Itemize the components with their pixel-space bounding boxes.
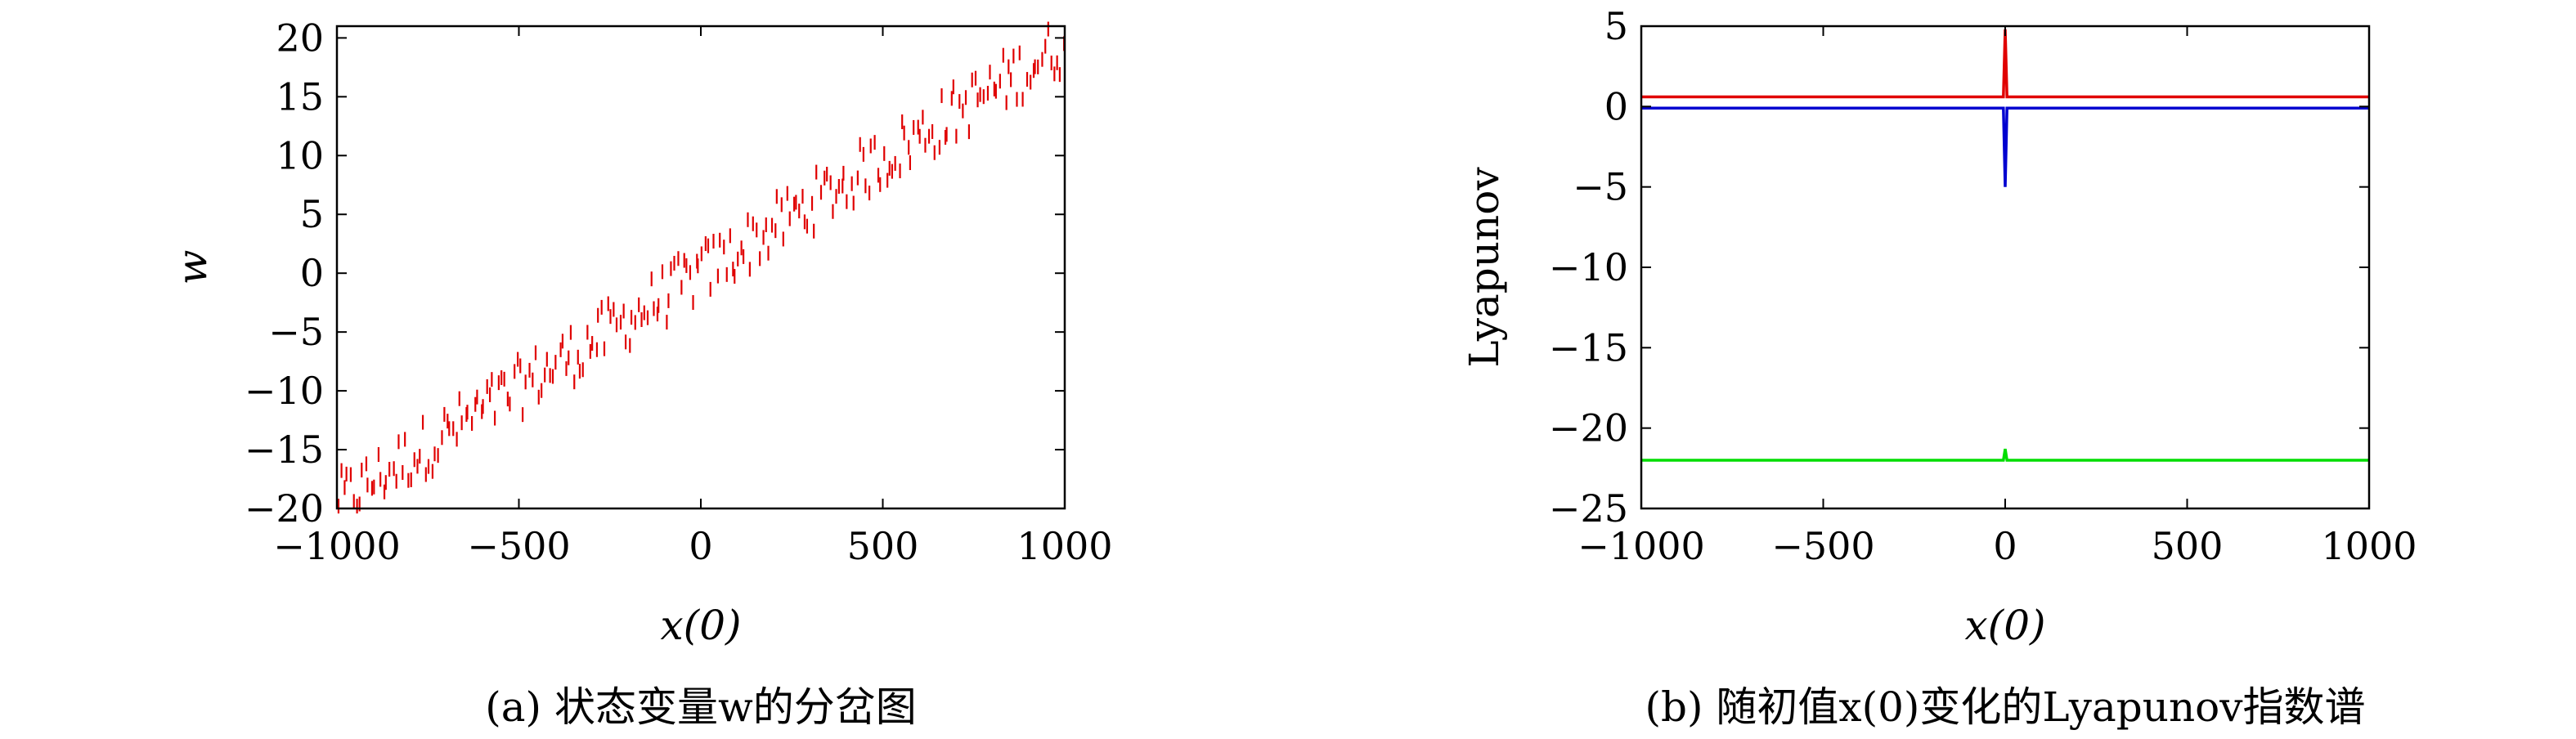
chart-b-xtick-label: 1000 [2321, 524, 2417, 568]
chart-b-xtick-label: 0 [1993, 524, 2017, 568]
chart-b-series-line [1641, 106, 2369, 187]
chart-b-y-axis: 5 0 −5 −10 −15 −20 −25 [1549, 4, 2369, 531]
chart-a-ytick-label: −15 [245, 428, 324, 472]
chart-b-caption: (b) 随初值x(0)变化的Lyapunov指数谱 [1645, 683, 2365, 731]
chart-a-xtick-label: 500 [847, 524, 919, 568]
chart-b-xlabel: x(0) [1964, 602, 2045, 649]
chart-b-series-line [1641, 29, 2369, 99]
chart-b-plot-area [1641, 29, 2369, 462]
chart-a-y-axis: −20 −15 −10 −5 0 5 10 15 20 [245, 16, 1065, 531]
chart-b-series-line [1641, 448, 2369, 462]
chart-a-xtick-label: 1000 [1016, 524, 1112, 568]
chart-a-xtick-label: 0 [689, 524, 712, 568]
chart-b-ytick-label: −20 [1549, 406, 1628, 450]
chart-a-ytick-label: 15 [276, 74, 324, 119]
chart-a-ytick-label: 5 [300, 192, 324, 236]
chart-b-ytick-label: 5 [1604, 4, 1628, 48]
chart-a-xtick-label: −1000 [273, 524, 401, 568]
chart-b-xtick-label: 500 [2152, 524, 2224, 568]
chart-a-ytick-label: −20 [245, 486, 324, 531]
chart-b-ytick-label: 0 [1604, 84, 1628, 128]
chart-a-ytick-label: 10 [276, 133, 324, 177]
chart-a-ytick-label: −10 [245, 369, 324, 413]
chart-b-ylabel: Lyapunov [1461, 167, 1508, 368]
chart-b-xtick-label: −500 [1771, 524, 1874, 568]
chart-b-frame [1640, 25, 2371, 510]
chart-b: −1000 −500 0 500 1000 50−5−10−15−20−25 x(0) … [1461, 4, 2417, 731]
chart-a-ytick-label: −5 [268, 310, 324, 354]
chart-a-frame [335, 25, 1066, 510]
chart-a-ytick-label: 20 [276, 16, 324, 60]
chart-a-x-axis: −1000 −500 0 500 1000 [273, 26, 1113, 568]
chart-a: −1000 −500 0 500 1000 −20 −15 −10 −5 0 5 10 15 20 x(… [168, 16, 1113, 731]
chart-a-caption: (a) 状态变量w的分岔图 [485, 683, 917, 731]
chart-b-ytick-label: −25 [1549, 486, 1628, 531]
chart-a-ytick-label: 0 [300, 251, 324, 295]
chart-b-ytick-label: −5 [1573, 165, 1628, 209]
chart-a-plot-area [337, 21, 1066, 514]
chart-b-xtick-label: −1000 [1577, 524, 1705, 568]
chart-a-ylabel: w [168, 250, 216, 285]
chart-a-xlabel: x(0) [660, 602, 741, 649]
chart-b-ytick-label: −10 [1549, 245, 1628, 289]
chart-b-x-axis: −1000 −500 0 500 1000 [1577, 26, 2417, 568]
chart-a-xtick-label: −500 [467, 524, 570, 568]
chart-b-ytick-label: −15 [1549, 325, 1628, 370]
